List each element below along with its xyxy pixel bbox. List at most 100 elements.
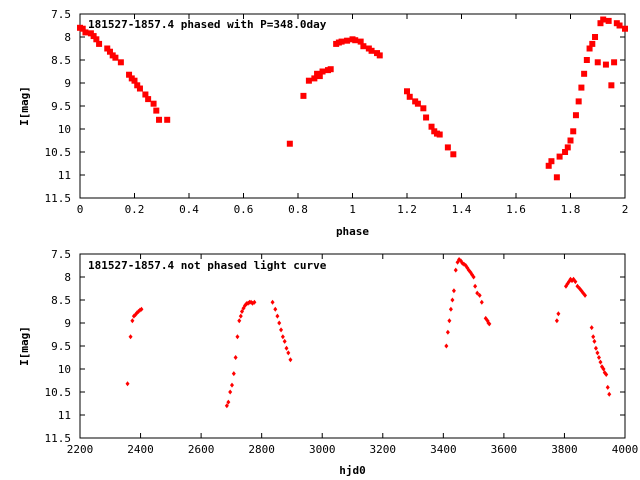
unphased-data-point	[592, 338, 597, 344]
phased-data-point	[93, 36, 100, 43]
phased-data-point	[338, 38, 345, 45]
unphased-y-tick-label: 9	[64, 317, 71, 330]
unphased-x-axis-label: hjd0	[339, 464, 366, 477]
unphased-x-tick-label: 3000	[309, 443, 336, 456]
unphased-x-tick-label: 4000	[612, 443, 639, 456]
unphased-light-curve-plot: 2200 2400 2600 2800 3000 3200 3400 3600 3800 4000…	[18, 248, 638, 477]
unphased-data-point	[473, 283, 478, 289]
phased-y-tick-label: 9	[64, 77, 71, 90]
phased-data-point	[570, 128, 577, 135]
phased-data-point	[153, 107, 160, 114]
unphased-data-point	[226, 399, 231, 405]
phased-data-point	[586, 45, 593, 52]
unphased-y-tick-label: 11.5	[45, 432, 72, 445]
phased-light-curve-plot: 0 0.2 0.4 0.6 0.8 1 1.2 1.4 1.6 1.8 2 7.5 8 8.5 9 9.5 10…	[18, 8, 628, 238]
phased-data-point	[136, 85, 143, 92]
phased-data-point	[360, 43, 367, 50]
phased-data-point	[616, 22, 623, 29]
unphased-data-point	[477, 292, 482, 298]
unphased-data-point	[235, 334, 240, 340]
unphased-x-tick-label: 2200	[67, 443, 94, 456]
phased-x-tick-label: 0.2	[125, 203, 145, 216]
phased-data-point	[352, 37, 359, 44]
phased-data-point	[131, 77, 138, 84]
unphased-data-point	[583, 292, 588, 298]
unphased-x-tick-label: 3400	[430, 443, 457, 456]
phased-data-point	[90, 33, 97, 40]
phased-x-tick-label: 0.8	[288, 203, 308, 216]
unphased-y-tick-label: 8	[64, 271, 71, 284]
unphased-data-point	[450, 297, 455, 303]
unphased-y-tick-label: 8.5	[51, 294, 71, 307]
phased-data-point	[117, 59, 124, 66]
phased-x-tick-label: 1.8	[561, 203, 581, 216]
phased-x-tick-label: 0.4	[179, 203, 199, 216]
unphased-data-point	[224, 403, 229, 409]
phased-data-point	[592, 34, 599, 40]
phased-x-tick-label: 0	[77, 203, 84, 216]
phased-data-point	[622, 25, 628, 32]
unphased-data-point	[229, 382, 234, 388]
unphased-data-point	[471, 274, 476, 280]
unphased-data-point	[591, 334, 596, 340]
phased-data-point	[423, 114, 430, 121]
phased-data-point	[316, 73, 323, 80]
unphased-data-point	[589, 325, 594, 331]
phased-data-point	[376, 52, 383, 59]
unphased-data-point	[239, 309, 244, 314]
phased-y-tick-label: 10.5	[45, 146, 72, 159]
phased-data-point	[112, 54, 119, 61]
unphased-data-point	[279, 327, 284, 333]
phased-x-tick-label: 1.2	[397, 203, 417, 216]
phased-data-point	[583, 57, 590, 63]
unphased-x-tick-label: 2400	[127, 443, 154, 456]
unphased-data-point	[475, 290, 480, 296]
phased-data-point	[553, 174, 560, 181]
phased-data-point	[79, 25, 86, 32]
unphased-data-point	[288, 357, 293, 363]
unphased-data-point	[282, 338, 287, 344]
unphased-data-point	[275, 313, 280, 319]
unphased-x-tick-label: 3800	[551, 443, 578, 456]
phased-y-tick-label: 7.5	[51, 8, 71, 21]
phased-data-point	[589, 40, 596, 47]
phased-y-tick-label: 8	[64, 31, 71, 44]
unphased-data-point	[277, 320, 282, 326]
phased-y-tick-label: 11.5	[45, 192, 72, 205]
unphased-data-point	[128, 334, 133, 340]
phased-data-point	[562, 149, 569, 155]
unphased-data-point	[604, 372, 609, 378]
unphased-data-point	[598, 359, 603, 365]
unphased-data-point	[453, 267, 458, 273]
unphased-data-point	[601, 366, 606, 372]
phased-data-point	[602, 61, 609, 68]
phased-data-point	[578, 84, 585, 91]
phased-data-point	[96, 40, 103, 47]
phased-plot-title: 181527-1857.4 phased with P=348.0day	[88, 18, 327, 31]
unphased-y-axis-label: I[mag]	[18, 326, 31, 366]
phased-data-point	[357, 38, 364, 45]
phased-y-axis-label: I[mag]	[18, 86, 31, 126]
phased-x-tick-label: 0.6	[234, 203, 254, 216]
phased-data-point	[327, 66, 334, 73]
phased-data-point	[605, 17, 612, 24]
unphased-data-point	[228, 389, 233, 395]
phased-data-point	[142, 91, 149, 98]
phased-data-point	[450, 151, 457, 158]
phased-data-point	[600, 16, 607, 23]
phased-data-point	[404, 88, 410, 95]
phased-data-point	[597, 20, 604, 27]
phased-data-point	[344, 37, 351, 44]
unphased-data-point	[556, 311, 561, 317]
phased-data-point	[145, 96, 152, 103]
unphased-data-point	[238, 313, 243, 319]
phased-y-tick-label: 8.5	[51, 54, 71, 67]
phased-data-point	[545, 162, 552, 169]
phased-data-point	[567, 137, 574, 144]
phased-x-tick-label: 1.4	[452, 203, 472, 216]
phased-data-point	[548, 158, 555, 165]
phased-data-point	[414, 100, 421, 107]
phased-x-tick-label: 1.6	[506, 203, 526, 216]
unphased-data-point	[605, 384, 610, 390]
